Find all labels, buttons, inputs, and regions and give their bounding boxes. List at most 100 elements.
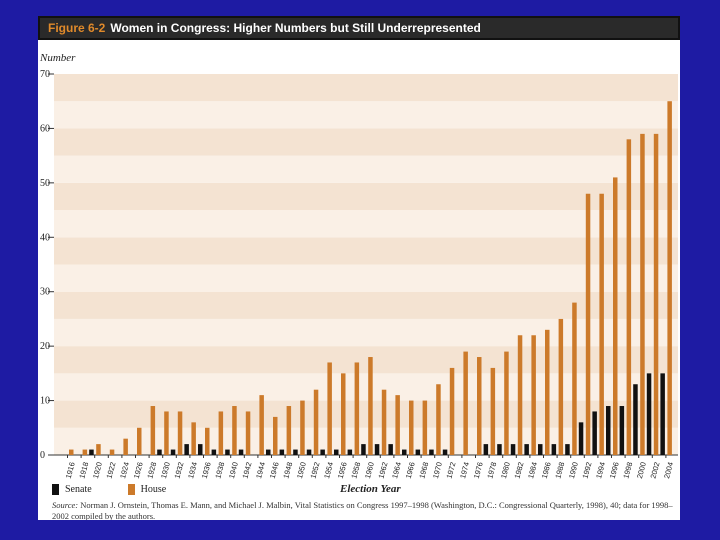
x-tick-label: 1974 xyxy=(458,461,471,479)
senate-bar xyxy=(374,444,380,455)
x-tick-label: 1946 xyxy=(268,461,281,479)
x-tick-label: 1922 xyxy=(105,461,118,479)
house-bar xyxy=(341,373,346,455)
house-bar xyxy=(449,367,455,455)
senate-bar xyxy=(184,444,189,455)
senate-bar xyxy=(415,449,421,455)
x-tick-label: 1970 xyxy=(431,461,444,479)
house-bar xyxy=(640,133,645,455)
x-tick-label: 1992 xyxy=(581,461,594,479)
house-bar xyxy=(69,449,74,455)
senate-bar xyxy=(510,444,516,455)
senate-bar xyxy=(320,449,325,455)
x-tick-label: 1936 xyxy=(200,461,213,479)
x-tick-label: 1984 xyxy=(526,461,539,479)
senate-bar xyxy=(402,449,407,455)
x-tick-label: 2004 xyxy=(662,461,675,479)
x-tick-label: 1924 xyxy=(118,461,131,479)
x-tick-label: 1956 xyxy=(336,461,349,479)
house-bar xyxy=(164,411,169,455)
x-tick-label: 1966 xyxy=(404,461,417,479)
senate-bar xyxy=(306,449,312,455)
background-band xyxy=(54,128,678,156)
senate-bar xyxy=(578,422,584,455)
x-tick-label: 1982 xyxy=(513,461,526,479)
y-tick-label: 50 xyxy=(40,178,50,189)
house-bar xyxy=(313,389,319,455)
x-tick-label: 1950 xyxy=(295,461,308,479)
house-bar xyxy=(123,438,128,455)
x-tick-label: 1916 xyxy=(64,461,77,479)
y-tick-label: 40 xyxy=(40,232,50,243)
senate-bar xyxy=(170,449,176,455)
house-bar xyxy=(626,139,632,456)
x-tick-label: 1944 xyxy=(254,461,267,479)
source-text: Norman J. Ornstein, Thomas E. Mann, and … xyxy=(52,500,673,520)
house-bar xyxy=(218,411,224,455)
y-tick-label: 30 xyxy=(40,287,50,298)
house-bar xyxy=(545,329,550,455)
figure-title: Women in Congress: Higher Numbers but St… xyxy=(110,21,481,35)
background-band xyxy=(54,373,678,401)
house-bar xyxy=(327,362,332,455)
house-bar xyxy=(177,411,183,455)
background-band xyxy=(54,237,678,265)
x-tick-label: 1934 xyxy=(186,461,199,479)
source-note: Source: Norman J. Ornstein, Thomas E. Ma… xyxy=(52,500,676,520)
background-band xyxy=(54,291,678,319)
background-band xyxy=(54,210,678,238)
senate-bar xyxy=(157,449,162,455)
house-bar xyxy=(82,449,88,455)
senate-bar xyxy=(334,449,339,455)
house-bar xyxy=(531,335,536,455)
house-bar xyxy=(245,411,251,455)
house-bar xyxy=(490,367,496,455)
x-tick-label: 1980 xyxy=(499,461,512,479)
house-swatch xyxy=(127,484,135,495)
x-tick-label: 1958 xyxy=(349,461,362,479)
background-band xyxy=(54,427,678,455)
house-bar xyxy=(286,406,292,455)
senate-bar xyxy=(238,449,244,455)
senate-bar xyxy=(211,449,217,455)
senate-bar xyxy=(266,449,271,455)
y-tick-label: 60 xyxy=(40,123,50,134)
house-bar xyxy=(653,133,659,455)
house-bar xyxy=(558,318,564,455)
x-tick-label: 1962 xyxy=(377,461,390,479)
x-tick-label: 1928 xyxy=(145,461,158,479)
house-bar xyxy=(96,444,101,455)
legend-senate-label: Senate xyxy=(65,484,92,495)
house-bar xyxy=(599,193,604,455)
background-band xyxy=(54,318,678,347)
figure-number: Figure 6-2 xyxy=(48,21,106,35)
senate-bar xyxy=(347,449,353,455)
senate-bar xyxy=(429,449,434,455)
background-band xyxy=(54,182,678,211)
x-axis-title: Election Year xyxy=(340,483,401,495)
senate-bar xyxy=(89,449,94,455)
figure-title-bar: Figure 6-2 Women in Congress: Higher Num… xyxy=(38,16,680,40)
x-tick-label: 1968 xyxy=(417,461,430,479)
house-bar xyxy=(572,302,577,455)
x-tick-label: 1952 xyxy=(309,461,322,479)
x-tick-label: 1954 xyxy=(322,461,335,479)
background-band xyxy=(54,264,678,292)
y-tick-label: 10 xyxy=(40,396,50,407)
legend: Senate House xyxy=(52,484,202,495)
house-bar xyxy=(463,351,468,455)
senate-bar xyxy=(565,444,570,455)
house-bar xyxy=(191,422,196,455)
x-tick-label: 1988 xyxy=(553,461,566,479)
house-bar xyxy=(137,427,142,455)
house-bar xyxy=(436,384,441,455)
x-tick-label: 1940 xyxy=(227,461,240,479)
house-bar xyxy=(422,400,428,455)
x-tick-label: 1926 xyxy=(132,461,145,479)
house-bar xyxy=(368,357,373,455)
senate-bar xyxy=(538,444,543,455)
legend-house-label: House xyxy=(140,484,167,495)
x-tick-label: 1932 xyxy=(173,461,186,479)
house-bar xyxy=(273,416,278,455)
